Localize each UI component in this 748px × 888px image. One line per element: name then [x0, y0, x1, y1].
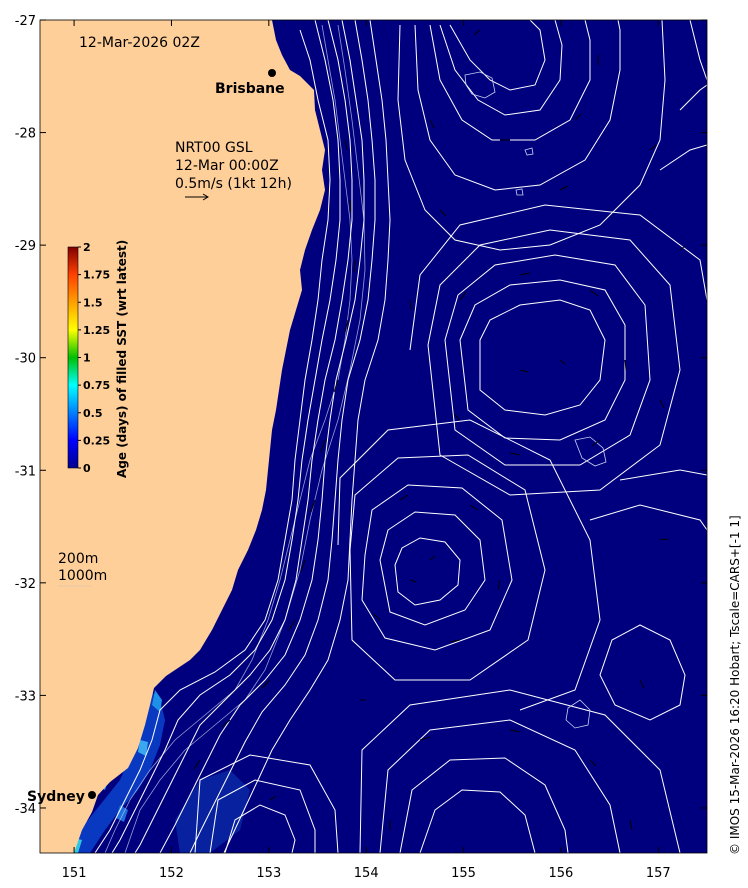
colorbar-gradient: [67, 246, 79, 469]
city-marker-sydney: [88, 791, 96, 799]
vector-source: NRT00 GSL: [175, 140, 253, 156]
vector-info: NRT00 GSL 12-Mar 00:00Z 0.5m/s (1kt 12h): [175, 140, 292, 201]
island-outlines: [464, 71, 607, 729]
x-tick-label: 155: [451, 866, 476, 881]
x-tick-label: 157: [646, 866, 671, 881]
credit-text: © IMOS 15-Mar-2026 16:20 Hobart; Tscale=…: [728, 515, 742, 855]
x-tick-label: 151: [62, 866, 87, 881]
x-tick-label: 152: [159, 866, 184, 881]
x-tick-label: 153: [256, 866, 281, 881]
colorbar-tick-label: 2: [83, 241, 91, 254]
x-tick-label: 154: [354, 866, 379, 881]
depth-legend: 200m 1000m: [58, 551, 107, 587]
depth-legend-200m: 200m: [58, 551, 98, 567]
vector-time: 12-Mar 00:00Z: [175, 158, 279, 174]
colorbar-tick-label: 1: [83, 352, 91, 365]
x-tick-label: 156: [549, 866, 574, 881]
x-axis: 151 152 153 154 155 156 157: [62, 20, 671, 881]
y-tick-label: -34: [15, 802, 36, 817]
colorbar-tick-label: 0.5: [83, 407, 103, 420]
y-tick-label: -30: [15, 352, 36, 367]
vector-scale: 0.5m/s (1kt 12h): [175, 176, 292, 192]
y-tick-label: -31: [15, 464, 36, 479]
y-tick-label: -27: [15, 14, 36, 29]
colorbar-tick-label: 0.25: [83, 434, 110, 447]
y-tick-label: -28: [15, 127, 36, 142]
colorbar-tick-label: 1.5: [83, 296, 103, 309]
colorbar-tick-label: 1.25: [83, 324, 110, 337]
map-frame: [39, 19, 708, 854]
y-tick-label: -33: [15, 689, 36, 704]
city-brisbane: Brisbane: [215, 69, 285, 97]
y-tick-label: -32: [15, 577, 36, 592]
city-label-brisbane: Brisbane: [215, 81, 285, 97]
colorbar-ticks: 2 1.75 1.5 1.25 1 0.75 0.5 0.25 0: [78, 241, 110, 475]
colorbar: 2 1.75 1.5 1.25 1 0.75 0.5 0.25 0 Age (days) of …: [67, 240, 129, 478]
colorbar-tick-label: 0.75: [83, 379, 110, 392]
current-vectors: [193, 29, 686, 831]
colorbar-tick-label: 1.75: [83, 269, 110, 282]
y-axis: -27 -28 -29 -30 -31 -32 -33 -34: [15, 14, 707, 817]
y-tick-label: -29: [15, 239, 36, 254]
city-label-sydney: Sydney: [27, 789, 85, 805]
colorbar-title: Age (days) of filled SST (wrt latest): [115, 240, 129, 478]
land-mass: [40, 20, 325, 853]
sst-contours: [94, 20, 707, 853]
scale-arrow: [185, 193, 209, 201]
depth-legend-1000m: 1000m: [58, 568, 107, 584]
timestamp-label: 12-Mar-2026 02Z: [79, 35, 200, 51]
colorbar-tick-label: 0: [83, 462, 91, 475]
city-marker-brisbane: [268, 69, 276, 77]
city-sydney: Sydney: [27, 789, 96, 805]
